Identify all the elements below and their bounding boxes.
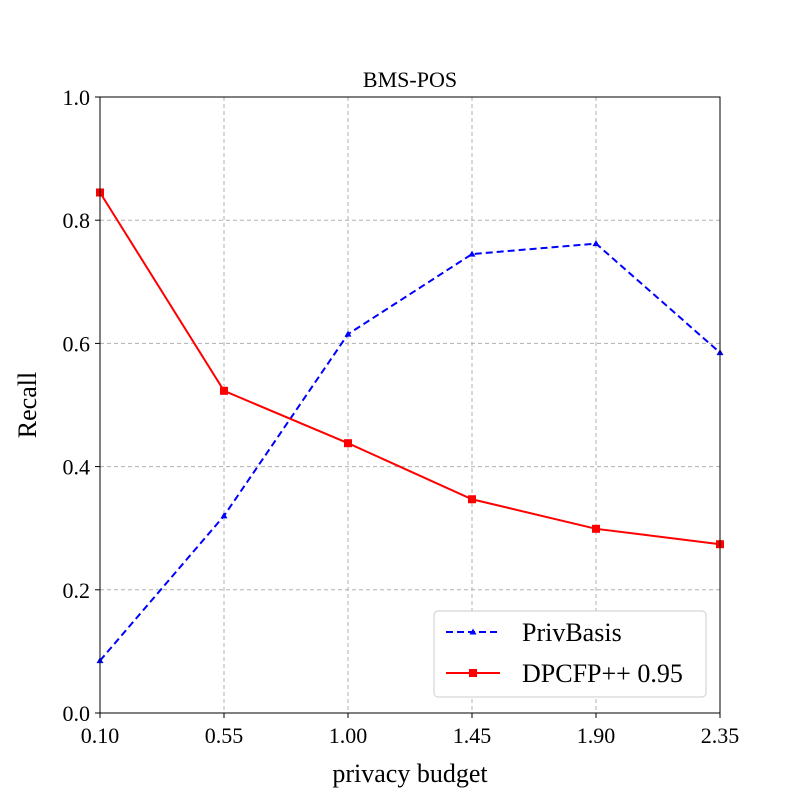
legend-marker-dpcfp xyxy=(469,669,477,677)
data-point xyxy=(344,330,352,337)
y-axis-label: Recall xyxy=(13,372,42,438)
x-tick-label: 0.10 xyxy=(81,723,120,748)
x-axis-label: privacy budget xyxy=(332,759,488,788)
data-point xyxy=(220,386,228,395)
legend-label-dpcfp: DPCFP++ 0.95 xyxy=(522,659,683,688)
y-tick-label: 0.6 xyxy=(63,331,91,356)
x-tick-label: 1.90 xyxy=(577,723,616,748)
data-point xyxy=(344,439,352,448)
legend-marker-privbasis xyxy=(469,628,477,635)
legend: PrivBasis DPCFP++ 0.95 xyxy=(433,610,707,698)
legend-box xyxy=(433,610,707,698)
data-point xyxy=(468,495,476,504)
chart-title: BMS-POS xyxy=(363,67,457,92)
data-point xyxy=(220,512,228,519)
y-tick-label: 1.0 xyxy=(63,85,91,110)
tick-layer: 0.10 0.55 1.00 1.45 1.90 2.35 0.0 0.2 0.4 0.6 0.8 1… xyxy=(63,85,740,748)
x-tick-label: 2.35 xyxy=(701,723,740,748)
series-layer xyxy=(96,188,724,664)
data-point xyxy=(468,250,476,257)
y-tick-label: 0.2 xyxy=(63,578,91,603)
data-point xyxy=(592,240,600,247)
series-line-dpcfp xyxy=(99,191,721,546)
data-point xyxy=(592,524,600,533)
legend-label-privbasis: PrivBasis xyxy=(522,618,622,647)
x-tick-label: 1.45 xyxy=(453,723,492,748)
series-line-privbasis xyxy=(99,242,721,662)
y-tick-label: 0.0 xyxy=(63,701,91,726)
x-tick-label: 1.00 xyxy=(329,723,368,748)
y-tick-label: 0.4 xyxy=(63,455,91,480)
y-tick-label: 0.8 xyxy=(63,208,91,233)
plot-frame xyxy=(99,96,721,714)
x-tick-label: 0.55 xyxy=(205,723,244,748)
